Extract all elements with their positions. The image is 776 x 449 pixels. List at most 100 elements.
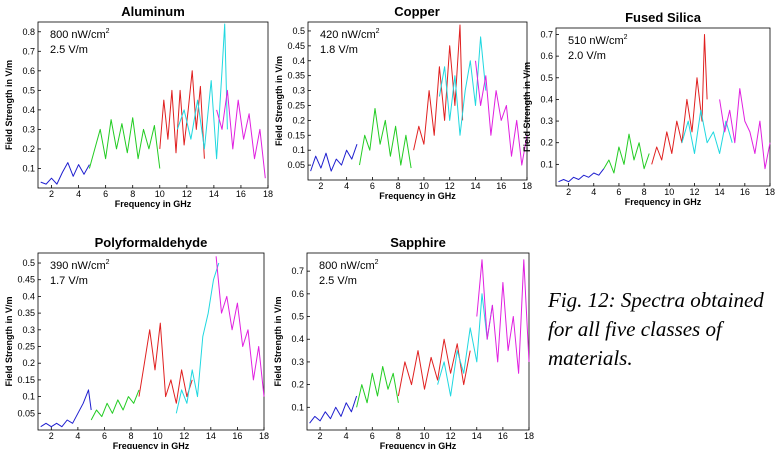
x-axis-label: Frequency in GHz [380, 441, 457, 449]
series-line [176, 23, 228, 160]
y-tick-label: 0.1 [540, 159, 553, 169]
y-tick-label: 0.05 [287, 160, 305, 170]
power-density-label: 420 nW/cm2 [320, 28, 380, 41]
x-tick-label: 18 [765, 187, 775, 197]
series-line [40, 162, 90, 185]
y-axis-label: Field Strength in V/m [274, 56, 284, 146]
x-tick-label: 4 [75, 431, 80, 441]
series-line [159, 70, 205, 159]
x-tick-label: 2 [566, 187, 571, 197]
x-tick-label: 6 [616, 187, 621, 197]
x-tick-label: 12 [689, 187, 699, 197]
y-tick-label: 0.4 [291, 334, 304, 344]
x-tick-label: 16 [232, 431, 242, 441]
x-tick-label: 10 [419, 181, 429, 191]
y-tick-label: 0.4 [22, 291, 35, 301]
x-tick-label: 12 [446, 431, 456, 441]
series-line [216, 89, 266, 179]
series-line [719, 88, 771, 170]
y-tick-label: 0.2 [22, 144, 35, 154]
y-tick-label: 0.6 [291, 289, 304, 299]
x-tick-label: 12 [179, 431, 189, 441]
x-tick-label: 2 [318, 431, 323, 441]
x-tick-label: 14 [715, 187, 725, 197]
x-tick-label: 8 [396, 431, 401, 441]
y-tick-label: 0.4 [540, 94, 553, 104]
y-tick-label: 0.3 [22, 325, 35, 335]
y-axis-label: Field Strength in V/m [522, 62, 532, 152]
field-strength-label: 1.7 V/m [50, 275, 88, 287]
y-tick-label: 0.3 [540, 116, 553, 126]
x-tick-label: 12 [182, 189, 192, 199]
y-tick-label: 0.35 [17, 308, 35, 318]
series-line [681, 109, 733, 154]
series-line [175, 262, 220, 414]
y-tick-label: 0.2 [540, 138, 553, 148]
x-tick-label: 4 [591, 187, 596, 197]
y-tick-label: 0.15 [287, 130, 305, 140]
y-tick-label: 0.3 [292, 86, 305, 96]
x-tick-label: 4 [344, 431, 349, 441]
x-axis-label: Frequency in GHz [113, 441, 190, 449]
y-tick-label: 0.5 [22, 258, 35, 268]
y-axis-label: Field Strength in V/m [4, 296, 14, 386]
x-tick-label: 14 [470, 181, 480, 191]
x-axis-label: Frequency in GHz [379, 191, 456, 201]
x-tick-label: 8 [130, 189, 135, 199]
y-tick-label: 0.05 [17, 408, 35, 418]
y-tick-label: 0.15 [17, 375, 35, 385]
y-tick-label: 0.2 [22, 358, 35, 368]
x-tick-label: 12 [445, 181, 455, 191]
y-axis-label: Field Strength in V/m [4, 60, 14, 150]
x-tick-label: 6 [370, 181, 375, 191]
x-tick-label: 8 [642, 187, 647, 197]
x-axis-label: Frequency in GHz [625, 197, 702, 207]
x-tick-label: 10 [420, 431, 430, 441]
x-tick-label: 16 [496, 181, 506, 191]
series-line [90, 389, 140, 421]
x-tick-label: 18 [524, 431, 534, 441]
y-tick-label: 0.8 [22, 27, 35, 37]
x-tick-label: 4 [76, 189, 81, 199]
plot-frame [306, 252, 530, 431]
x-tick-label: 18 [522, 181, 532, 191]
chart-title: Aluminum [121, 4, 185, 19]
series-line [88, 117, 161, 169]
y-axis-label: Field Strength in V/m [273, 296, 283, 386]
y-tick-label: 0.2 [292, 115, 305, 125]
y-tick-label: 0.25 [17, 342, 35, 352]
x-tick-label: 14 [206, 431, 216, 441]
x-tick-label: 2 [49, 189, 54, 199]
x-tick-label: 8 [396, 181, 401, 191]
power-density-label: 390 nW/cm2 [50, 259, 110, 272]
chart-panel: Aluminum 2 4 6 8 10 12 14 16 18 0.1 0.2 0.3 0.4 0.5 0.6… [4, 4, 273, 209]
series-line [397, 338, 471, 397]
plot-frame [37, 252, 265, 431]
plot-frame [37, 21, 269, 189]
chart-panel: Fused Silica 2 4 6 8 10 12 14 16 18 0.1 0.2 0.3 0.4 0.… [522, 10, 775, 207]
y-tick-label: 0.6 [540, 51, 553, 61]
power-density-label: 510 nW/cm2 [568, 34, 628, 47]
x-tick-label: 6 [103, 189, 108, 199]
chart-panel: Polyformaldehyde 2 4 6 8 10 12 14 16 18 0.05 0.1 0.1… [4, 235, 269, 449]
y-tick-label: 0.5 [22, 85, 35, 95]
x-tick-label: 8 [129, 431, 134, 441]
x-axis-label: Frequency in GHz [115, 199, 192, 209]
y-tick-label: 0.7 [291, 266, 304, 276]
x-tick-label: 2 [49, 431, 54, 441]
y-tick-label: 0.3 [291, 357, 304, 367]
series-line [475, 60, 528, 166]
y-tick-label: 0.3 [22, 124, 35, 134]
y-tick-label: 0.6 [22, 66, 35, 76]
y-tick-label: 0.1 [22, 392, 35, 402]
power-density-label: 800 nW/cm2 [50, 28, 110, 41]
series-line [437, 293, 493, 397]
chart-panel: Sapphire 2 4 6 8 10 12 14 16 18 0.1 0.2 0.3 0.4 0.5 0.6… [273, 235, 534, 449]
x-tick-label: 10 [155, 189, 165, 199]
y-tick-label: 0.5 [540, 73, 553, 83]
chart-title: Sapphire [390, 235, 446, 250]
series-line [438, 36, 487, 136]
y-tick-label: 0.45 [287, 41, 305, 51]
x-tick-label: 4 [344, 181, 349, 191]
plot-frame [555, 27, 771, 187]
